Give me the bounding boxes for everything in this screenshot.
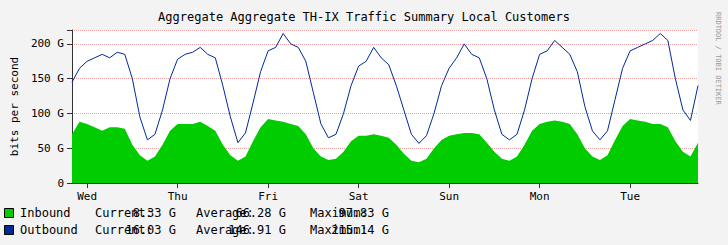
svg-text:Thu: Thu [168, 190, 188, 203]
svg-text:8.33 G: 8.33 G [133, 206, 176, 220]
svg-text:Aggregate Aggregate TH-IX Traf: Aggregate Aggregate TH-IX Traffic Summar… [158, 10, 570, 24]
svg-text:Average:: Average: [196, 206, 254, 220]
svg-text:215.14 G: 215.14 G [331, 223, 389, 237]
svg-text:66.28 G: 66.28 G [235, 206, 286, 220]
svg-text:RRDTOOL / TOBI OETIKER: RRDTOOL / TOBI OETIKER [714, 12, 722, 106]
svg-text:50 G: 50 G [38, 142, 65, 155]
svg-text:97.83 G: 97.83 G [338, 206, 389, 220]
svg-text:Sun: Sun [439, 190, 459, 203]
svg-text:Current:: Current: [95, 206, 153, 220]
svg-text:Tue: Tue [620, 190, 640, 203]
svg-text:Average:: Average: [196, 223, 254, 237]
svg-text:Inbound: Inbound [20, 206, 71, 220]
svg-text:200 G: 200 G [31, 37, 64, 50]
svg-text:Outbound: Outbound [20, 223, 78, 237]
svg-text:146.91 G: 146.91 G [228, 223, 286, 237]
svg-text:bits per second: bits per second [8, 57, 21, 156]
svg-text:Fri: Fri [258, 190, 278, 203]
svg-text:16.03 G: 16.03 G [125, 223, 176, 237]
svg-text:Sat: Sat [349, 190, 369, 203]
svg-text:0: 0 [57, 177, 64, 190]
svg-text:Current:: Current: [95, 223, 153, 237]
svg-text:Wed: Wed [77, 190, 97, 203]
svg-text:150 G: 150 G [31, 72, 64, 85]
svg-text:100 G: 100 G [31, 107, 64, 120]
svg-text:Mon: Mon [530, 190, 550, 203]
